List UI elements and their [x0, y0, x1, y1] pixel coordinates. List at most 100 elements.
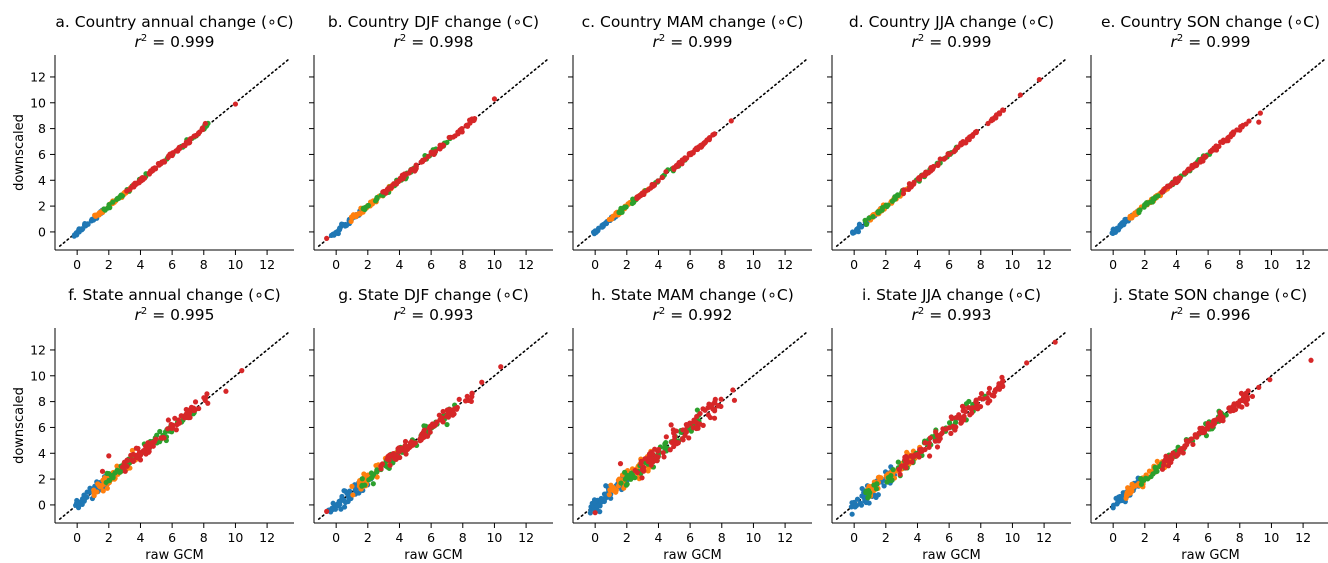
data-point [373, 462, 379, 469]
r2-exponent: 2 [141, 33, 147, 44]
data-point [107, 205, 113, 211]
data-point-outlier [324, 235, 330, 241]
data-point [1114, 500, 1121, 506]
x-tick-label: 4 [136, 530, 144, 545]
data-point [910, 454, 916, 460]
data-point [671, 443, 677, 450]
data-point [178, 413, 184, 419]
data-point [81, 496, 87, 502]
x-tick-label: 8 [1236, 257, 1244, 272]
data-point [359, 476, 365, 482]
data-point-outlier [617, 461, 624, 467]
data-point [873, 486, 880, 492]
data-point-outlier [202, 120, 208, 127]
data-point [427, 423, 433, 429]
r2-symbol: r [912, 33, 920, 51]
data-point [926, 453, 933, 459]
data-point [1129, 215, 1135, 221]
data-point [172, 415, 178, 421]
x-tick-label: 6 [168, 530, 176, 545]
r2-exponent: 2 [1177, 33, 1183, 44]
data-point [91, 487, 97, 493]
data-point [1154, 468, 1160, 474]
subplot-r2: r2 = 0.996 [1171, 306, 1251, 324]
r2-value: = 0.996 [1183, 306, 1250, 324]
data-point [675, 440, 681, 446]
data-point [927, 435, 933, 441]
data-point [718, 396, 724, 402]
x-tick-label: 8 [459, 530, 467, 545]
data-point [1206, 422, 1212, 428]
data-point [176, 417, 182, 423]
r2-symbol: r [394, 306, 402, 324]
r2-value: = 0.993 [406, 306, 473, 324]
data-point [153, 436, 159, 442]
data-point [343, 222, 350, 229]
x-tick-label: 8 [200, 530, 208, 545]
data-point [942, 155, 948, 161]
data-point [632, 467, 638, 474]
data-point-outlier [730, 387, 736, 393]
data-point [710, 132, 716, 138]
data-point [168, 421, 174, 428]
data-point [1123, 493, 1130, 499]
r2-exponent: 2 [141, 306, 147, 317]
data-point [629, 200, 635, 207]
subplot-title: c. Country MAM change (∘C) [582, 13, 804, 31]
scatter-points [1109, 110, 1263, 237]
data-point-outlier [1052, 339, 1058, 345]
data-point [1227, 134, 1234, 140]
subplot-r2: r2 = 0.999 [1171, 33, 1251, 51]
data-point [1237, 127, 1243, 133]
x-tick-label: 2 [105, 530, 113, 545]
data-point [891, 197, 897, 203]
data-point [1111, 228, 1117, 234]
series-3 [632, 396, 724, 481]
data-point [632, 475, 638, 481]
data-point [1245, 388, 1251, 394]
data-point [671, 437, 677, 444]
data-point [397, 176, 404, 182]
data-point [937, 156, 943, 162]
series-3 [900, 107, 1007, 197]
data-point [873, 494, 879, 501]
x-tick-label: 4 [395, 530, 403, 545]
data-point [93, 213, 99, 219]
data-point-outlier [479, 379, 485, 385]
data-point [676, 159, 682, 166]
x-tick-label: 2 [1141, 530, 1149, 545]
x-tick-label: 0 [1109, 530, 1117, 545]
data-point [606, 492, 612, 498]
x-tick-label: 8 [459, 257, 467, 272]
data-point [935, 433, 941, 440]
data-point [986, 385, 993, 391]
data-point [964, 136, 971, 142]
data-point [862, 217, 868, 223]
data-point [1129, 481, 1135, 487]
r2-symbol: r [653, 33, 661, 51]
data-point [850, 230, 856, 236]
data-point [420, 157, 426, 163]
data-point [427, 429, 433, 435]
data-point-outlier [1257, 110, 1263, 116]
data-point [1192, 432, 1198, 438]
data-point [200, 125, 206, 131]
data-point [946, 420, 953, 426]
data-point [187, 136, 193, 143]
data-point [695, 425, 701, 431]
y-axis-label: downscaled [12, 387, 27, 464]
data-point [623, 482, 630, 488]
y-tick-label: 8 [38, 394, 46, 409]
data-point [963, 401, 970, 407]
data-point-outlier [324, 508, 330, 514]
data-point [950, 423, 956, 429]
data-point [948, 414, 954, 420]
subplot-r2: r2 = 0.999 [912, 33, 992, 51]
data-point [136, 179, 142, 185]
